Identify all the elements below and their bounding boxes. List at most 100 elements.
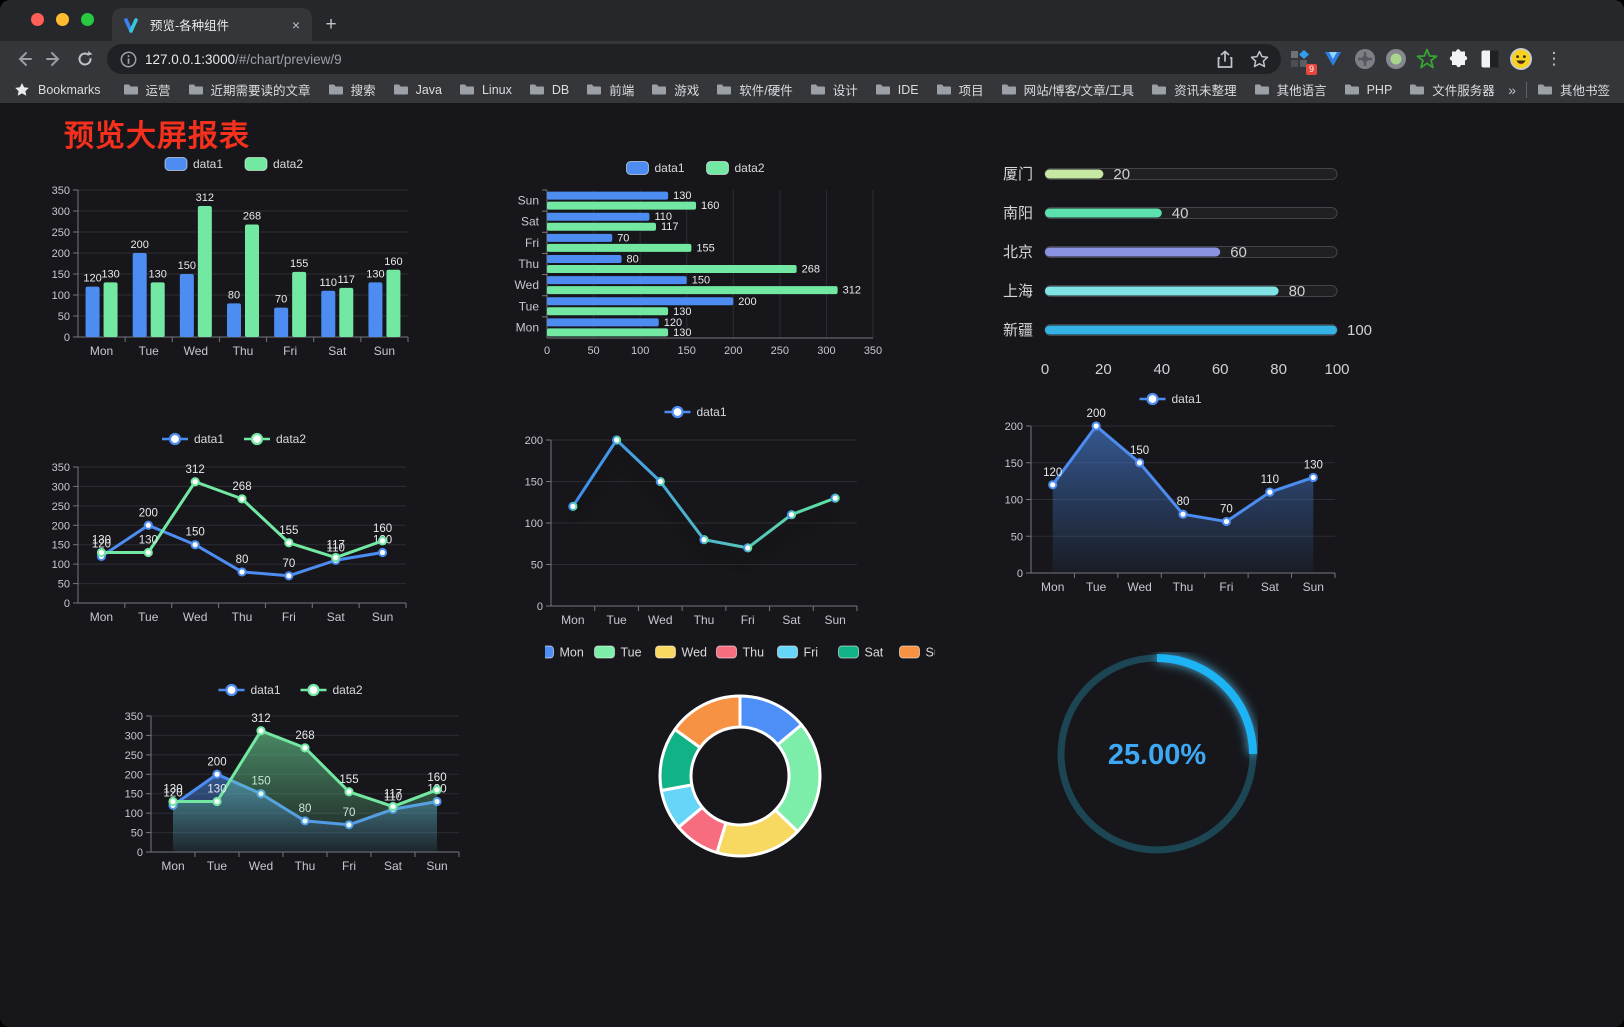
bookmark-folder-item[interactable]: 近期需要读的文章 (188, 80, 311, 99)
bookmark-folder-label: 软件/硬件 (739, 84, 793, 98)
svg-text:312: 312 (843, 285, 861, 297)
folder-icon (652, 84, 667, 95)
svg-text:Fri: Fri (342, 859, 356, 873)
share-icon[interactable] (1216, 49, 1234, 69)
svg-text:data1: data1 (697, 405, 727, 419)
svg-text:Thu: Thu (295, 859, 316, 873)
gray-circle-extension-icon[interactable] (1351, 45, 1379, 73)
svg-text:80: 80 (1289, 283, 1306, 300)
svg-text:Fri: Fri (1219, 580, 1233, 594)
bookmark-folder-item[interactable]: 软件/硬件 (716, 80, 793, 99)
svg-text:Tue: Tue (1086, 580, 1107, 594)
svg-text:Mon: Mon (161, 859, 184, 873)
gray-green-dot-extension-icon[interactable] (1382, 45, 1410, 73)
bookmark-folder-item[interactable]: 设计 (810, 80, 858, 99)
svg-text:100: 100 (52, 559, 70, 571)
svg-text:200: 200 (139, 507, 158, 519)
svg-text:data2: data2 (276, 432, 306, 446)
bookmark-folder-item[interactable]: 游戏 (651, 80, 699, 99)
svg-text:Wed: Wed (515, 278, 539, 292)
extension-tiles-icon[interactable]: 9 (1286, 45, 1317, 75)
svg-text:Sun: Sun (372, 610, 393, 624)
svg-text:25.00%: 25.00% (1108, 739, 1207, 771)
green-star-extension-icon[interactable] (1413, 45, 1441, 73)
svg-text:70: 70 (617, 232, 629, 244)
back-button[interactable] (10, 45, 38, 73)
bookmark-folder-item[interactable]: IDE (875, 83, 919, 97)
svg-text:150: 150 (178, 260, 196, 272)
svg-text:130: 130 (163, 783, 182, 795)
new-tab-button[interactable]: + (325, 14, 337, 35)
svg-text:160: 160 (384, 256, 402, 268)
folder-icon (936, 84, 951, 95)
bookmark-folder-item[interactable]: Java (393, 83, 442, 97)
svg-text:160: 160 (701, 200, 719, 212)
svg-text:268: 268 (802, 264, 820, 276)
bookmark-folder-item[interactable]: 前端 (586, 80, 634, 99)
svg-text:data1: data1 (194, 432, 224, 446)
minimize-window-button[interactable] (56, 13, 69, 26)
svg-text:50: 50 (587, 345, 599, 357)
forward-button[interactable] (40, 45, 68, 73)
bookmark-folder-label: 游戏 (674, 84, 700, 98)
bookmark-folder-label: 项目 (958, 84, 984, 98)
bookmark-star-icon[interactable] (1250, 50, 1269, 68)
bookmark-folder-item[interactable]: 运营 (123, 80, 171, 99)
svg-text:Tue: Tue (606, 613, 627, 624)
address-bar[interactable]: 127.0.0.1:3000/#/chart/preview/9 (107, 44, 1281, 74)
svg-text:300: 300 (817, 345, 835, 357)
svg-text:130: 130 (139, 534, 158, 546)
svg-text:Sat: Sat (328, 344, 347, 358)
bookmark-folder-item[interactable]: 其他语言 (1254, 80, 1327, 99)
svg-text:70: 70 (282, 558, 295, 570)
svg-text:0: 0 (64, 598, 70, 610)
svg-text:312: 312 (186, 464, 205, 476)
close-window-button[interactable] (31, 13, 44, 26)
vue-devtools-icon[interactable] (1319, 45, 1347, 73)
bookmark-folder-item[interactable]: Linux (459, 83, 512, 97)
svg-text:0: 0 (1041, 361, 1049, 378)
reload-button[interactable] (71, 45, 99, 73)
zoom-window-button[interactable] (81, 13, 94, 26)
browser-menu-button[interactable]: ⋮ (1545, 49, 1563, 68)
svg-text:厦门: 厦门 (1003, 166, 1033, 183)
svg-text:200: 200 (131, 239, 149, 251)
svg-text:60: 60 (1212, 361, 1229, 378)
svg-text:Sun: Sun (426, 859, 447, 873)
extensions-puzzle-icon[interactable] (1444, 45, 1472, 73)
svg-text:Fri: Fri (283, 344, 297, 358)
svg-text:Mon: Mon (516, 320, 539, 334)
svg-text:130: 130 (673, 327, 691, 339)
browser-tab[interactable]: 预览-各种组件 × (112, 8, 312, 41)
svg-text:120: 120 (163, 787, 182, 799)
bookmark-folder-label: 搜索 (350, 84, 376, 98)
bookmark-folder-item[interactable]: 网站/博客/文章/工具 (1001, 80, 1134, 99)
bookmark-folder-label: 设计 (832, 84, 858, 98)
city-progress-bars-chart: 厦门 20 南阳 40 北京 60 上海 80 新疆 100 0 20 40 60 80 100 (995, 158, 1393, 386)
bookmark-folder-item[interactable]: 文件服务器 (1409, 80, 1495, 99)
svg-text:80: 80 (236, 554, 249, 566)
svg-text:40: 40 (1153, 361, 1170, 378)
tab-close-icon[interactable]: × (291, 16, 300, 33)
bookmarks-divider (1525, 81, 1527, 98)
page-title: 预览大屏报表 (64, 120, 250, 153)
svg-text:data1: data1 (1172, 392, 1202, 406)
site-info-icon[interactable] (120, 51, 137, 68)
bookmarks-overflow-chevron[interactable]: » (1508, 81, 1516, 98)
bookmarks-manager[interactable]: Bookmarks (14, 82, 101, 97)
svg-text:130: 130 (207, 783, 226, 795)
bookmark-folder-item[interactable]: 资讯未整理 (1151, 80, 1237, 99)
emoji-extension-icon[interactable] (1507, 45, 1535, 73)
svg-text:Fri: Fri (741, 613, 755, 624)
svg-text:Fri: Fri (282, 610, 296, 624)
other-bookmarks[interactable]: 其他书签 (1537, 80, 1610, 99)
bookmark-folder-item[interactable]: PHP (1344, 83, 1392, 97)
svg-text:20: 20 (1113, 166, 1130, 183)
bookmark-folder-label: 网站/博客/文章/工具 (1023, 84, 1135, 98)
svg-text:80: 80 (627, 254, 639, 266)
bookmark-folder-item[interactable]: 项目 (936, 80, 984, 99)
bookmark-folder-item[interactable]: 搜索 (328, 80, 376, 99)
dark-mode-extension-icon[interactable] (1476, 45, 1504, 73)
svg-text:80: 80 (1270, 361, 1287, 378)
bookmark-folder-item[interactable]: DB (529, 83, 569, 97)
